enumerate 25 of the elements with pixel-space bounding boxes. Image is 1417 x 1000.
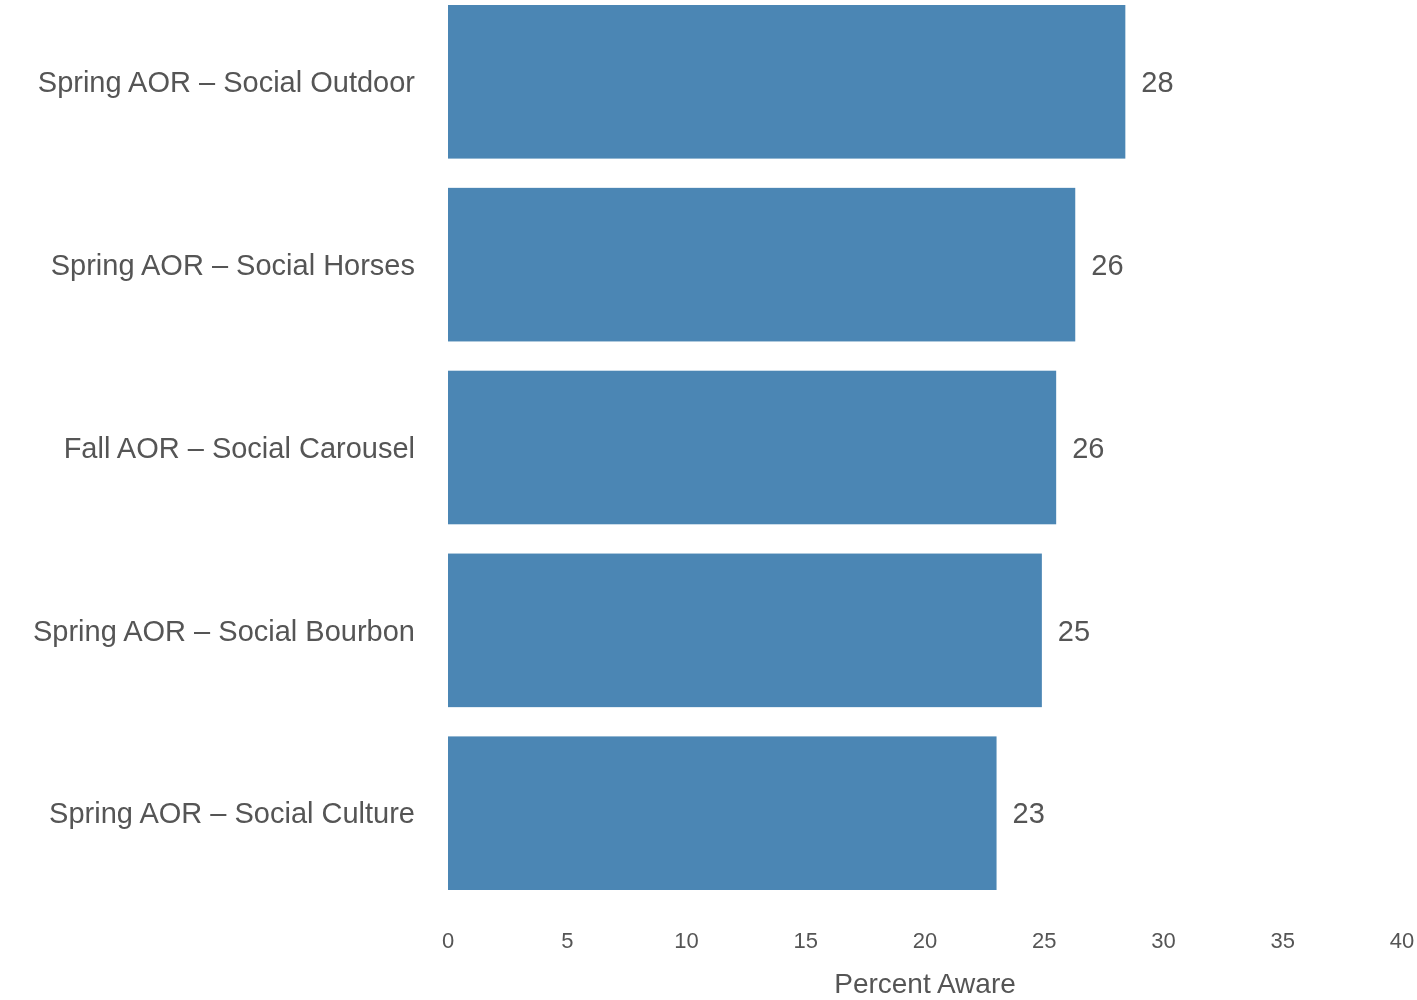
data-label: 26 bbox=[1072, 431, 1105, 464]
data-label: 23 bbox=[1012, 797, 1045, 830]
x-tick-label: 5 bbox=[561, 927, 574, 953]
bar bbox=[448, 553, 1042, 708]
x-tick-label: 0 bbox=[441, 927, 455, 953]
x-tick-label: 15 bbox=[793, 927, 818, 953]
bar bbox=[448, 5, 1126, 159]
y-tick-label: Spring AOR – Social Horses bbox=[50, 248, 415, 281]
x-tick-label: 30 bbox=[1151, 927, 1176, 953]
y-tick-label: Spring AOR – Social Culture bbox=[49, 797, 415, 830]
bar bbox=[448, 736, 997, 890]
x-tick-label: 40 bbox=[1389, 927, 1415, 953]
data-label: 28 bbox=[1141, 65, 1174, 98]
x-axis-title: Percent Aware bbox=[834, 967, 1016, 999]
x-tick-label: 35 bbox=[1270, 927, 1295, 953]
data-label: 25 bbox=[1057, 614, 1091, 647]
y-tick-label: Fall AOR – Social Carousel bbox=[63, 431, 415, 464]
y-tick-label: Spring AOR – Social Outdoor bbox=[37, 65, 416, 98]
x-tick-label: 20 bbox=[912, 927, 938, 953]
bar bbox=[448, 187, 1076, 342]
data-label: 26 bbox=[1091, 248, 1124, 281]
y-tick-label: Spring AOR – Social Bourbon bbox=[32, 614, 415, 647]
x-tick-label: 10 bbox=[674, 927, 699, 953]
x-tick-label: 25 bbox=[1032, 927, 1057, 953]
bar bbox=[448, 370, 1057, 525]
